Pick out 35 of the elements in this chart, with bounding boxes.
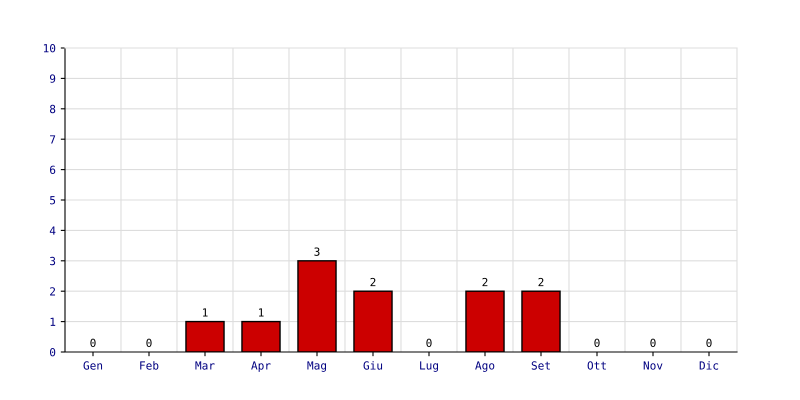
data-label: 2 (370, 278, 376, 286)
data-label: 0 (706, 338, 712, 348)
data-label: 0 (650, 338, 656, 348)
y-tick-label: 3 (50, 256, 56, 266)
x-tick-label: Lug (420, 361, 438, 372)
y-tick-label: 9 (50, 74, 56, 83)
x-tick-label: Dic (700, 361, 718, 370)
data-label: 1 (258, 308, 264, 317)
x-tick-label: Set (532, 361, 550, 370)
y-tick-label: 6 (50, 166, 56, 174)
x-tick-label: Ago (475, 361, 494, 372)
x-tick-label: Mar (195, 361, 215, 370)
x-tick-label: Feb (140, 361, 158, 370)
x-tick-label: Giu (364, 361, 382, 370)
x-tick-label: Ott (588, 361, 606, 370)
x-tick-label: Mag (307, 361, 326, 372)
data-label: 2 (538, 278, 544, 286)
x-tick-label: Nov (644, 361, 662, 370)
data-label: 0 (426, 338, 432, 348)
y-tick-label: 2 (50, 287, 56, 296)
data-label: 3 (314, 247, 320, 256)
y-tick-label: 8 (50, 104, 56, 114)
y-tick-label: 0 (50, 348, 56, 356)
y-tick-label: 10 (44, 44, 56, 52)
y-tick-label: 7 (50, 135, 56, 144)
data-label: 0 (594, 338, 600, 348)
data-label: 2 (482, 278, 488, 286)
data-label: 0 (146, 338, 152, 348)
y-tick-label: 1 (50, 318, 56, 326)
y-tick-label: 5 (50, 196, 56, 204)
x-tick-label: Gen (84, 361, 102, 370)
y-tick-label: 4 (50, 226, 56, 235)
data-label: 1 (202, 308, 208, 317)
data-label: 0 (90, 338, 96, 348)
x-tick-label: Apr (251, 361, 271, 372)
